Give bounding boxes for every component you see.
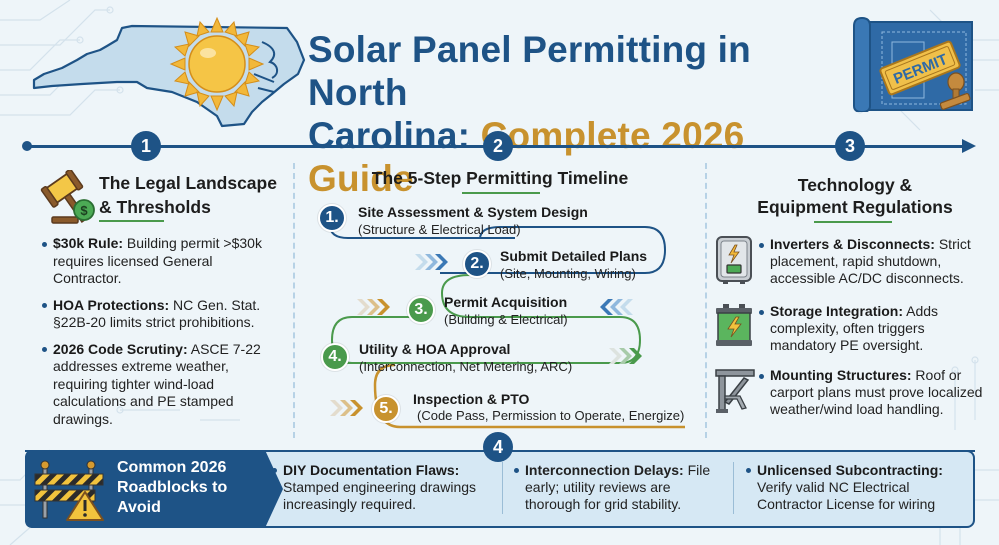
list-item: $30k Rule: Building permit >$30k require… — [41, 235, 281, 288]
step-number-badge: 1. — [318, 204, 346, 232]
section-1-title-line-1: The Legal Landscape — [99, 173, 277, 193]
list-item: HOA Protections: NC Gen. Stat. §22B-20 l… — [41, 297, 281, 332]
bullet-dot — [514, 468, 519, 473]
title-line-2-a: Carolina: — [308, 115, 481, 156]
chevron-right-icon — [330, 400, 363, 416]
section-1-title: The Legal Landscape & Thresholds — [99, 171, 299, 219]
section-1-bullet-list: $30k Rule: Building permit >$30k require… — [41, 235, 281, 437]
step-title: Utility & HOA Approval — [359, 341, 511, 357]
chevron-left-icon — [600, 299, 633, 315]
roadblock-content: Interconnection Delays: File early; util… — [513, 462, 728, 513]
svg-text:$: $ — [80, 203, 88, 218]
list-item: 2026 Code Scrutiny: ASCE 7-22 addresses … — [41, 341, 281, 429]
section-3-item-2: Storage Integration: Adds complexity, of… — [758, 303, 993, 354]
bullet-text: NC Gen. Stat. §22B-20 limits strict proh… — [53, 296, 261, 331]
section-3-title-line-1: Technology & — [797, 175, 913, 195]
bullet-text: Roof or carport plans must prove localiz… — [770, 367, 983, 417]
bullet-label: $30k Rule: — [53, 235, 124, 251]
timeline-arrow-icon — [962, 139, 976, 153]
bullet-label: HOA Protections: — [53, 296, 170, 313]
list-item: Storage Integration: Adds complexity, of… — [758, 303, 993, 354]
road-barrier-warning-icon — [34, 460, 104, 521]
section-3-item-1: Inverters & Disconnects: Strict placemen… — [758, 236, 993, 287]
gavel-money-icon: $ — [40, 170, 95, 224]
step-subtitle: (Building & Electrical) — [444, 312, 568, 327]
step-subtitle: (Site, Mounting, Wiring) — [500, 266, 636, 281]
top-timeline: 1 2 3 — [0, 131, 999, 161]
permit-blueprint-stamp-icon: PERMIT — [853, 16, 973, 112]
section-marker-4: 4 — [483, 432, 513, 462]
step-title: Inspection & PTO — [413, 391, 530, 407]
section-3-title-underline — [814, 221, 892, 223]
chevron-right-icon — [609, 348, 642, 364]
section-marker-1: 1 — [131, 131, 161, 161]
step-subtitle: (Interconnection, Net Metering, ARC) — [359, 359, 573, 374]
roadblock-item-3: Unlicensed Subcontracting: Verify valid … — [745, 462, 970, 513]
bullet-text: Building permit >$30k requires licensed … — [53, 235, 262, 286]
inverter-icon — [716, 236, 752, 284]
title-line-1: Solar Panel Permitting in North — [308, 29, 751, 113]
bullet-label: Storage Integration: — [770, 303, 904, 319]
step-number-badge: 5. — [372, 395, 400, 423]
step-number-badge: 3. — [407, 296, 435, 324]
north-carolina-map-with-sun-icon — [32, 16, 306, 128]
section-3-item-3: Mounting Structures: Roof or carport pla… — [758, 367, 993, 418]
column-divider-1 — [293, 163, 295, 438]
bullet-label: Inverters & Disconnects: — [770, 236, 935, 252]
step-title: Permit Acquisition — [444, 294, 568, 310]
timeline-start-dot — [22, 141, 32, 151]
step-subtitle: (Code Pass, Permission to Operate, Energ… — [417, 408, 685, 423]
list-item: Inverters & Disconnects: Strict placemen… — [758, 236, 993, 287]
list-item: Mounting Structures: Roof or carport pla… — [758, 367, 993, 418]
section-2-title-underline — [462, 192, 540, 194]
roadblock-label: Unlicensed Subcontracting: — [745, 462, 970, 479]
step-subtitle: (Structure & Electrical Load) — [358, 222, 521, 237]
step-title: Submit Detailed Plans — [500, 248, 648, 264]
step-number-badge: 2. — [463, 250, 491, 278]
section-2-title: The 5-Step Permitting Timeline — [371, 168, 629, 188]
title-line-2-b: Complete 2026 Guide — [308, 115, 745, 199]
column-divider-2 — [705, 163, 707, 438]
page-title: Solar Panel Permitting in North Carolina… — [308, 28, 848, 200]
banner-separator — [733, 462, 734, 514]
roadblock-item-1: DIY Documentation Flaws: Stamped enginee… — [271, 462, 511, 513]
roadblocks-title: Common 2026 Roadblocks to Avoid — [117, 459, 228, 516]
chevron-right-icon — [357, 299, 390, 315]
section-1-title-underline — [99, 220, 164, 222]
roadblock-text: Verify valid NC Electrical Contractor Li… — [757, 479, 936, 512]
section-3-title-line-2: Equipment Regulations — [757, 197, 953, 217]
roadblock-label: DIY Documentation Flaws: — [271, 462, 511, 479]
section-marker-3: 3 — [835, 131, 865, 161]
battery-icon — [716, 304, 752, 346]
roadblocks-banner: Common 2026 Roadblocks to Avoid 4 DIY Do… — [25, 432, 975, 528]
step-number-badge: 4. — [321, 343, 349, 371]
bullet-label: 2026 Code Scrutiny: — [53, 340, 188, 357]
chevron-right-icon — [415, 254, 448, 270]
step-title: Site Assessment & System Design — [358, 204, 588, 220]
roadblock-label: Interconnection Delays: — [525, 462, 684, 478]
roadblock-text: Stamped engineering drawings increasingl… — [283, 479, 477, 512]
roadblock-item-2: Interconnection Delays: File early; util… — [513, 462, 728, 513]
bullet-text: Adds complexity, often triggers mandator… — [770, 303, 939, 353]
section-1-title-line-2: & Thresholds — [99, 197, 211, 217]
bullet-text: ASCE 7-22 addresses extreme weather, req… — [53, 340, 261, 427]
banner-separator — [502, 462, 503, 514]
roadblock-text: File early; utility reviews are thorough… — [525, 462, 711, 512]
bullet-label: Mounting Structures: — [770, 367, 912, 383]
section-3-title: Technology & Equipment Regulations — [720, 174, 990, 218]
section-marker-2: 2 — [483, 131, 513, 161]
bullet-text: Strict placement, rapid shutdown, access… — [770, 236, 971, 286]
mounting-structure-icon — [715, 369, 755, 413]
